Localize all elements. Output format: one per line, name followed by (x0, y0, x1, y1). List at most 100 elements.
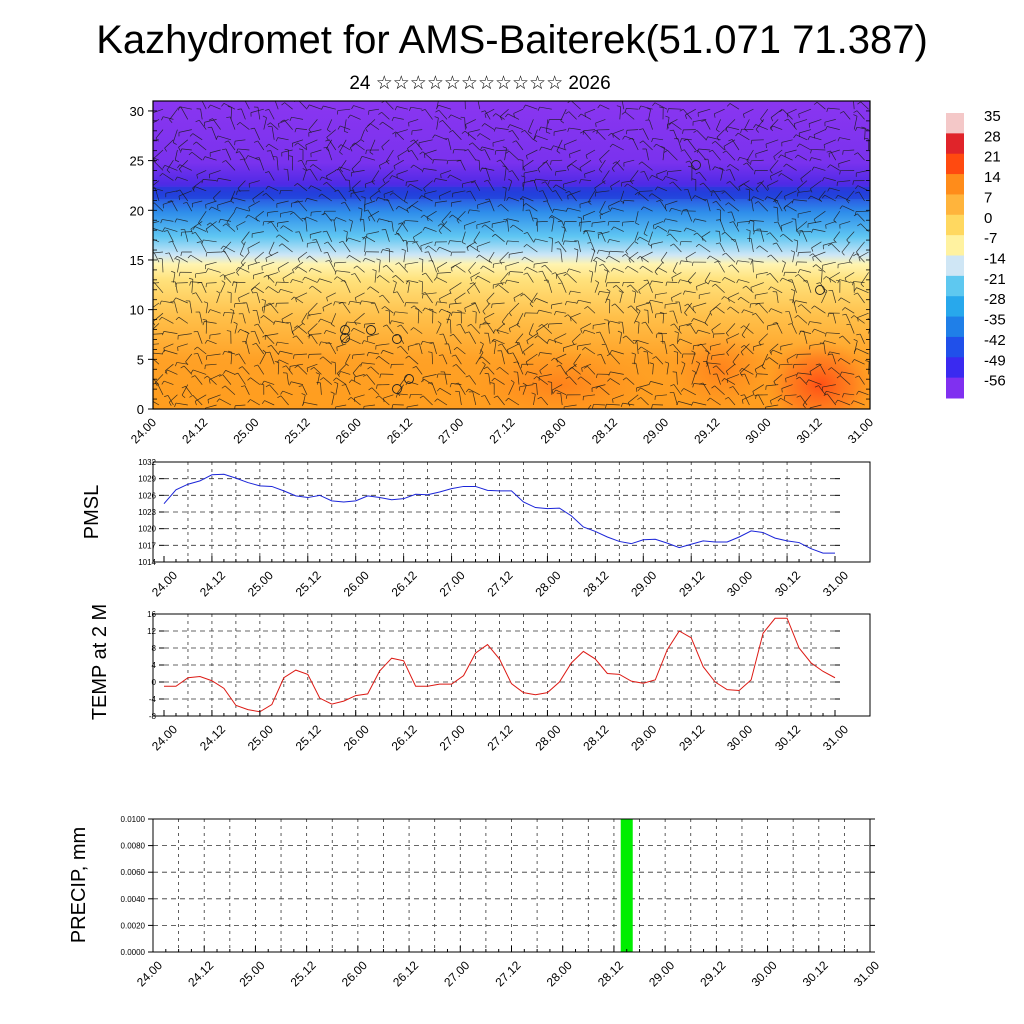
wind-barb-feather (347, 397, 352, 401)
wind-barb (547, 279, 553, 293)
wind-barb-feather (750, 140, 753, 145)
wind-barb-feather (344, 130, 349, 134)
wind-barb-feather (770, 117, 774, 122)
wind-barb-feather (821, 194, 826, 199)
wind-barb-feather (656, 199, 661, 203)
wind-barb (802, 394, 812, 406)
wind-barb-feather (738, 186, 741, 191)
wind-barb-feather (146, 140, 147, 144)
wind-barb-feather (289, 117, 292, 122)
wind-barb-feather (410, 305, 415, 309)
wind-barb (311, 210, 322, 213)
wind-barb (217, 135, 232, 141)
precip-y-tick-label: 0.0100 (121, 815, 146, 824)
wind-barb-feather (479, 341, 484, 345)
wind-barb (460, 323, 466, 334)
wind-barb-feather (716, 129, 720, 133)
wind-barb-feather (323, 252, 328, 254)
wind-barb-feather (667, 108, 669, 113)
wind-barb (428, 251, 433, 263)
temp-x-axis: 24.00 24.12 25.00 25.12 26.00 26.12 27.00 27.12… (149, 710, 851, 753)
wind-barb-feather (612, 398, 614, 403)
wind-barb (406, 404, 419, 408)
wind-barb-feather (735, 260, 738, 265)
wind-barb-feather (496, 159, 501, 163)
wind-barb (601, 232, 606, 242)
wind-barb (758, 201, 769, 212)
wind-barb (719, 242, 725, 253)
wind-barb-feather (550, 216, 555, 219)
wind-barb (437, 261, 448, 269)
pmsl-x-tick-label: 27.00 (437, 568, 468, 599)
wind-barb (818, 190, 826, 200)
wind-barb-feather (204, 340, 208, 344)
wind-barb-feather (340, 201, 346, 204)
wind-barb (213, 190, 221, 199)
wind-barb (192, 369, 207, 375)
wind-barb (391, 320, 404, 324)
wind-barb-feather (712, 333, 715, 338)
wind-barb (350, 114, 361, 120)
wind-barb (470, 323, 481, 334)
wind-barb (153, 108, 164, 114)
wind-barb (587, 306, 596, 314)
section-frame (152, 100, 871, 410)
wind-barb-feather (612, 285, 617, 288)
wind-barb-feather (611, 267, 614, 272)
wind-barb (833, 211, 841, 221)
wind-barb-feather (569, 154, 571, 159)
wind-barb (296, 128, 308, 130)
wind-barb-feather (275, 234, 280, 238)
wind-barb-feather (497, 204, 502, 208)
wind-barb (825, 276, 836, 283)
wind-barb-feather (326, 148, 330, 152)
wind-barb (413, 305, 423, 314)
wind-barb-feather (426, 217, 429, 222)
wind-barb-feather (201, 179, 204, 184)
wind-barb (840, 358, 851, 365)
wind-barb-feather (202, 156, 206, 161)
wind-barb (553, 145, 567, 151)
wind-barb-feather (740, 129, 742, 134)
wind-barb (508, 382, 515, 395)
wind-barb (165, 190, 178, 194)
wind-barb (703, 182, 711, 192)
wind-barb-feather (491, 233, 496, 237)
wind-barb-feather (523, 272, 528, 275)
colorbar-swatch (946, 357, 964, 379)
wind-barb-feather (236, 226, 239, 231)
colorbar-swatch (946, 194, 964, 216)
wind-barb (580, 376, 592, 385)
wind-barb (853, 400, 865, 406)
wind-barb-feather (841, 251, 845, 256)
wind-barb-feather (261, 380, 265, 385)
wind-barb-feather (721, 296, 725, 300)
wind-barb (776, 291, 779, 304)
wind-barb (689, 160, 697, 171)
wind-barb (734, 239, 740, 253)
wind-barb (378, 218, 390, 222)
wind-barb-feather (145, 155, 147, 158)
wind-barb-feather (252, 198, 255, 203)
wind-barb (555, 272, 563, 283)
wind-barb (398, 233, 405, 242)
wind-barb-feather (761, 366, 766, 370)
wind-barb (573, 353, 581, 365)
wind-barb (455, 354, 462, 365)
wind-barb-feather (535, 221, 538, 226)
wind-barb (411, 150, 419, 161)
wind-barb-feather (800, 178, 803, 183)
wind-barb (191, 151, 203, 161)
wind-barb-feather (853, 338, 858, 342)
wind-barb (651, 193, 664, 202)
wind-barb (542, 270, 549, 283)
wind-barb-feather (424, 251, 429, 253)
wind-barb (205, 303, 209, 314)
section-x-tick-label: 25.12 (282, 415, 313, 446)
temp-x-tick-label: 27.12 (484, 722, 515, 753)
wind-barb (469, 375, 477, 385)
wind-barb (230, 352, 233, 365)
wind-barb-feather (347, 114, 351, 119)
precip-y-tick-label: 0.0020 (121, 921, 146, 930)
